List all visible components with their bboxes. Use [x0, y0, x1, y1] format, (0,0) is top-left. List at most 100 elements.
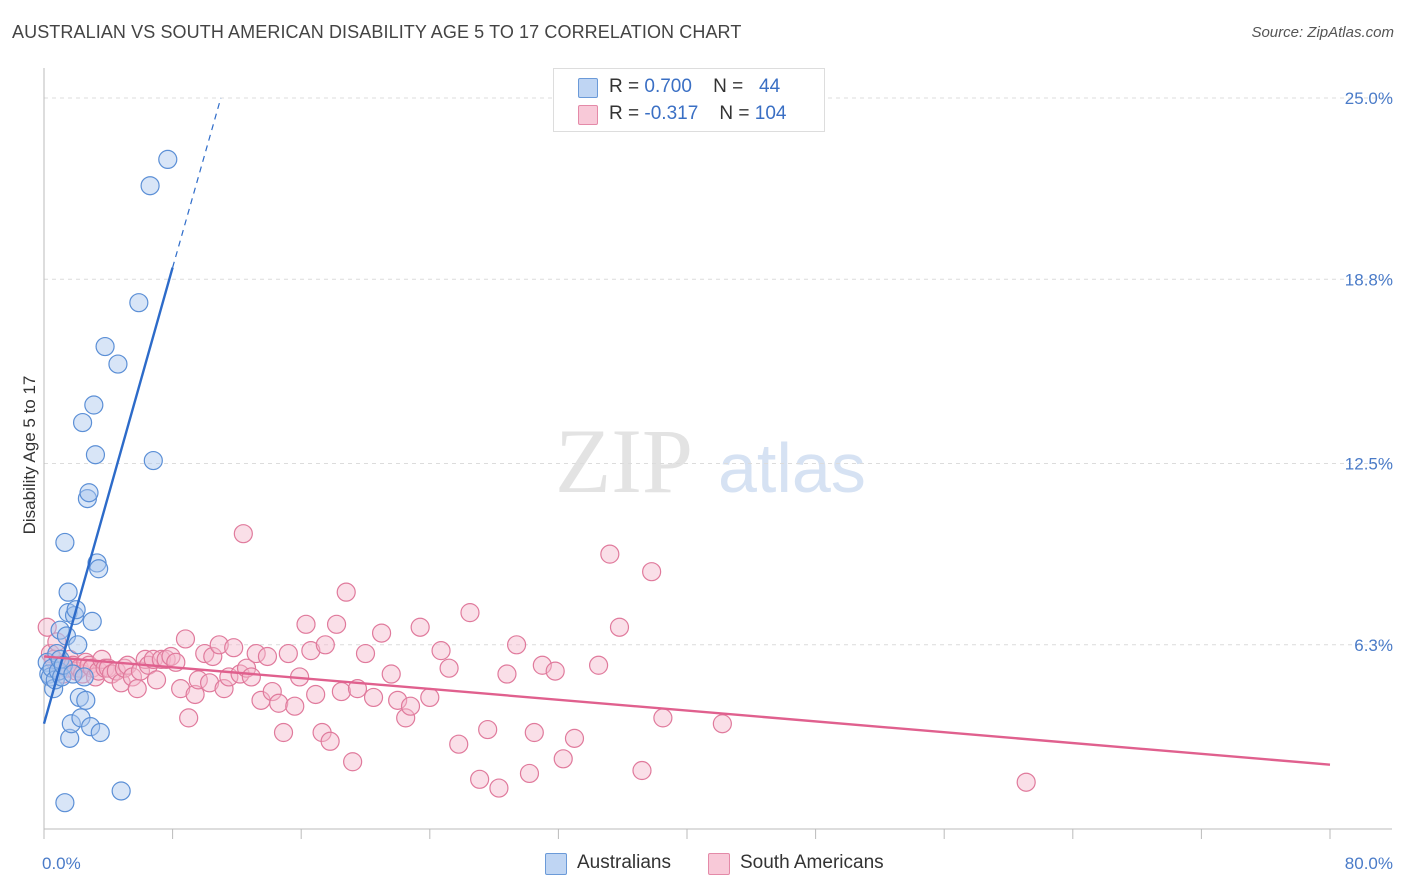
south-americans-point: [478, 719, 498, 740]
south-americans-point: [336, 582, 356, 602]
australians-trend-extension: [172, 97, 222, 268]
south-americans-point: [381, 664, 401, 684]
south-americans-point: [642, 562, 662, 582]
australians-trend-line: [42, 267, 174, 725]
r-label: R =: [609, 103, 640, 124]
australians-point: [55, 793, 75, 813]
n-value: 44: [759, 76, 781, 97]
south-americans-point: [396, 708, 416, 728]
south-americans-point: [410, 617, 430, 637]
south-americans-point: [127, 679, 147, 699]
australians-point: [82, 611, 102, 631]
trend-lines: [42, 97, 1331, 766]
australians-point: [111, 781, 131, 801]
south-americans-point: [262, 681, 282, 702]
legend-label: Australians: [577, 852, 671, 873]
south-americans-trend-line: [43, 655, 1331, 766]
australians-point: [60, 728, 80, 748]
r-value: 0.700: [644, 76, 692, 97]
chart-title: AUSTRALIAN VS SOUTH AMERICAN DISABILITY …: [12, 22, 742, 42]
x-tick-label: 80.0%: [1345, 854, 1393, 873]
south-americans-point: [588, 655, 609, 675]
south-americans-point: [320, 731, 340, 751]
south-americans-point: [257, 646, 278, 667]
y-tick-label: 18.8%: [1345, 270, 1393, 289]
axes: [43, 68, 1392, 839]
y-tick-label: 25.0%: [1345, 89, 1393, 108]
south-americans-point: [214, 679, 234, 699]
south-americans-point: [712, 714, 732, 734]
south-americans-point: [431, 641, 451, 661]
south-americans-point: [175, 629, 196, 649]
australians-point: [84, 395, 104, 415]
south-americans-points: [37, 524, 1036, 798]
australians-point: [95, 336, 115, 357]
south-americans-point: [241, 667, 261, 687]
south-americans-point: [269, 693, 289, 713]
australians-point: [140, 176, 160, 196]
south-americans-point: [519, 763, 540, 784]
legend-label: South Americans: [740, 852, 884, 873]
south-americans-swatch: [708, 853, 730, 875]
south-americans-point: [1016, 772, 1036, 792]
n-value: 104: [754, 103, 787, 124]
south-americans-point: [553, 749, 573, 769]
australians-point: [55, 532, 75, 553]
australians-point: [74, 667, 94, 687]
south-americans-point: [470, 769, 490, 789]
r-value: -0.317: [644, 103, 699, 124]
south-americans-point: [315, 635, 335, 655]
south-americans-point: [171, 679, 191, 699]
south-americans-swatch: [578, 105, 598, 125]
watermark-zip: ZIP: [555, 410, 693, 512]
australians-point: [58, 582, 78, 602]
australians-point: [129, 293, 149, 313]
south-americans-point: [246, 643, 266, 664]
n-label: N =: [719, 103, 750, 124]
south-americans-point: [564, 728, 585, 748]
australians-point: [68, 635, 88, 655]
south-americans-point: [285, 696, 305, 716]
south-americans-point: [209, 635, 229, 655]
south-americans-point: [224, 638, 244, 658]
south-americans-point: [343, 752, 363, 772]
south-americans-point: [355, 643, 376, 664]
south-americans-point: [306, 684, 326, 705]
south-americans-point: [653, 708, 673, 728]
south-americans-point: [545, 661, 565, 681]
y-tick-label: 12.5%: [1345, 455, 1393, 474]
australians-point: [63, 664, 83, 684]
australians-point: [79, 483, 99, 503]
watermark-atlas: atlas: [718, 429, 866, 507]
south-americans-point: [439, 658, 459, 678]
tick-labels: 6.3% 12.5% 18.8% 25.0% 0.0% 80.0%: [42, 89, 1393, 873]
y-tick-label: 6.3%: [1354, 636, 1393, 655]
watermark: ZIP atlas: [555, 410, 866, 512]
australians-point: [72, 412, 93, 433]
south-americans-point: [632, 760, 652, 781]
x-tick-label: 0.0%: [42, 854, 81, 873]
south-americans-point: [497, 664, 517, 684]
south-americans-point: [326, 614, 347, 634]
south-americans-point: [301, 641, 321, 661]
australians-point: [81, 717, 101, 737]
south-americans-point: [371, 623, 392, 643]
australians-point: [90, 722, 110, 743]
south-americans-point: [524, 722, 544, 743]
australians-point: [108, 354, 128, 374]
south-americans-point: [273, 722, 294, 743]
south-americans-point: [363, 687, 384, 708]
correlation-legend: R = 0.700 N = 44 R = -0.317 N = 104: [553, 68, 825, 132]
south-americans-point: [179, 708, 199, 728]
south-americans-point: [449, 734, 469, 754]
australians-point: [85, 445, 106, 465]
australians-point: [158, 149, 178, 170]
south-americans-point: [296, 614, 316, 634]
south-americans-point: [188, 670, 208, 690]
south-americans-point: [185, 684, 205, 705]
south-americans-point: [600, 544, 620, 564]
australians-points: [37, 149, 178, 813]
australians-point: [76, 690, 96, 710]
south-americans-point: [460, 603, 480, 623]
